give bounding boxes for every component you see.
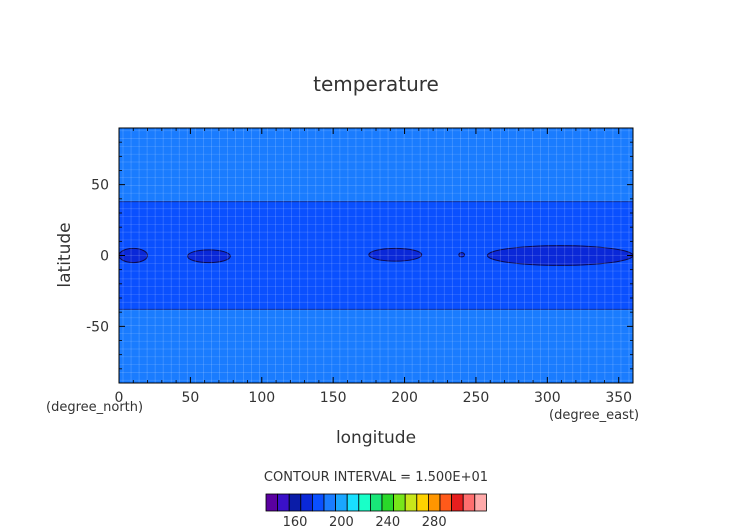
colorbar-swatch: [427, 493, 441, 512]
colorbar-swatch: [381, 493, 395, 512]
cold-patch-3: [368, 247, 423, 262]
y-axis-ticks: -50 0 50: [86, 141, 633, 370]
x-tick-label: 250: [463, 390, 490, 406]
x-tick-label: 100: [248, 390, 275, 406]
colorbar-swatch: [439, 493, 453, 512]
x-unit-label: (degree_east): [549, 408, 639, 423]
colorbar-swatch: [358, 493, 371, 512]
x-tick-label: 350: [605, 390, 632, 406]
colorbar-swatch: [323, 493, 337, 512]
colorbar-swatch: [393, 493, 406, 512]
cold-patch-4: [458, 252, 466, 258]
colorbar-swatch: [369, 493, 383, 512]
y-tick-label: 50: [91, 178, 109, 194]
colorbar-swatch: [335, 493, 348, 512]
colorbar-swatch: [462, 493, 476, 512]
colorbar-swatch: [404, 493, 418, 512]
colorbar-labels: 160 200 240 280: [283, 515, 447, 530]
colorbar-swatch: [288, 493, 302, 512]
x-axis-label: longitude: [336, 428, 416, 448]
y-tick-label: 0: [100, 249, 109, 265]
y-axis-label: latitude: [55, 222, 75, 287]
x-tick-label: 150: [320, 390, 347, 406]
colorbar-tick-label: 240: [375, 515, 400, 530]
x-tick-label: 50: [181, 390, 199, 406]
band-upper-mid-latitudes: [119, 128, 633, 202]
cold-patch-2: [187, 249, 231, 264]
band-lower-mid-latitudes: [119, 309, 633, 383]
x-tick-label: 300: [534, 390, 561, 406]
plot-area: [118, 127, 634, 384]
colorbar-swatch: [346, 493, 360, 512]
cold-patches: [118, 245, 634, 266]
colorbar-tick-label: 280: [422, 515, 447, 530]
colorbar-swatch: [474, 493, 487, 512]
colorbar-swatch: [300, 493, 313, 512]
colorbar-tick-label: 200: [329, 515, 354, 530]
colorbar: [265, 493, 487, 512]
contour-interval-label: CONTOUR INTERVAL = 1.500E+01: [264, 470, 488, 485]
colorbar-tick-label: 160: [283, 515, 308, 530]
colorbar-swatch: [311, 493, 325, 512]
chart-title: temperature: [313, 72, 439, 96]
x-tick-label: 200: [391, 390, 418, 406]
x-axis-ticks: 0 50 100 150 200 250 300 350: [115, 128, 632, 406]
colorbar-swatch: [265, 493, 279, 512]
y-unit-label: (degree_north): [46, 400, 143, 415]
colorbar-swatch: [451, 493, 464, 512]
colorbar-swatch: [416, 493, 429, 512]
y-tick-label: -50: [86, 319, 109, 335]
x-tick-label: 0: [115, 390, 124, 406]
colorbar-swatch: [277, 493, 290, 512]
